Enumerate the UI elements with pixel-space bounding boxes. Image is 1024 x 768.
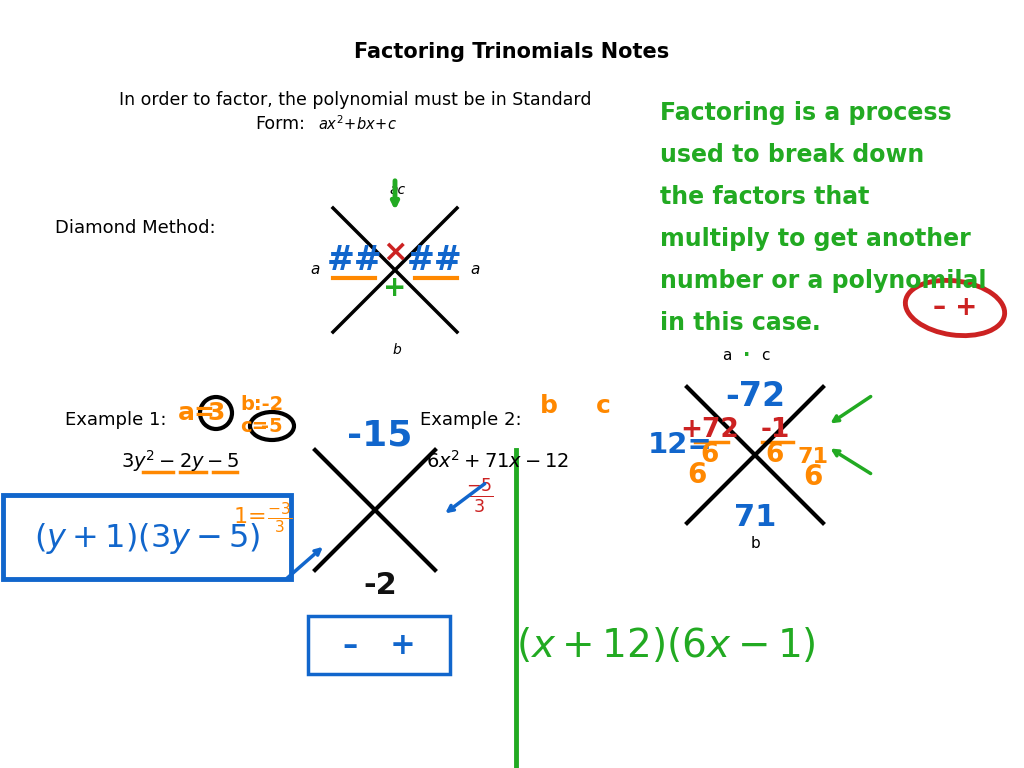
Text: 12=: 12=	[648, 431, 713, 459]
Text: Form:: Form:	[255, 115, 305, 133]
Text: ac: ac	[389, 183, 406, 197]
Text: 6: 6	[766, 442, 784, 468]
Text: used to break down: used to break down	[660, 143, 925, 167]
Text: multiply to get another: multiply to get another	[660, 227, 971, 251]
Text: –   +: – +	[343, 631, 416, 660]
Text: Example 1:: Example 1:	[65, 411, 167, 429]
Text: 71: 71	[798, 447, 828, 467]
Text: ·: ·	[743, 346, 751, 365]
Text: -5: -5	[261, 416, 283, 435]
Text: b:-2: b:-2	[240, 395, 284, 413]
Text: $6x^2 + 71x - 12$: $6x^2 + 71x - 12$	[426, 450, 569, 472]
Text: number or a polynomilal: number or a polynomilal	[660, 269, 986, 293]
FancyBboxPatch shape	[308, 616, 450, 674]
Text: Diamond Method:: Diamond Method:	[55, 219, 216, 237]
Text: – +: – +	[933, 295, 977, 321]
Text: 6: 6	[700, 442, 719, 468]
Text: ##: ##	[408, 243, 463, 276]
Text: ×: ×	[382, 237, 408, 266]
Text: a: a	[470, 263, 479, 277]
Text: $1\!=\!\frac{-3}{3}$: $1\!=\!\frac{-3}{3}$	[233, 501, 293, 535]
Text: -15: -15	[347, 419, 413, 453]
Text: the factors that: the factors that	[660, 185, 869, 209]
Text: a: a	[310, 263, 319, 277]
Text: 6: 6	[803, 463, 822, 491]
Text: in this case.: in this case.	[660, 311, 821, 335]
Text: In order to factor, the polynomial must be in Standard: In order to factor, the polynomial must …	[119, 91, 591, 109]
Text: 6: 6	[687, 461, 707, 489]
Text: +: +	[383, 274, 407, 302]
Text: c: c	[761, 347, 769, 362]
Text: -2: -2	[364, 571, 397, 601]
Text: c: c	[596, 394, 611, 418]
Text: $(y+1)(3y-5)$: $(y+1)(3y-5)$	[34, 521, 260, 555]
Text: Factoring is a process: Factoring is a process	[660, 101, 951, 125]
Text: b: b	[751, 535, 760, 551]
Text: +72: +72	[681, 417, 739, 443]
Text: Factoring Trinomials Notes: Factoring Trinomials Notes	[354, 42, 670, 62]
Text: -72: -72	[725, 380, 785, 413]
Text: ##: ##	[327, 243, 383, 276]
Text: a: a	[722, 347, 732, 362]
Text: b: b	[392, 343, 401, 357]
FancyBboxPatch shape	[3, 495, 291, 579]
Text: 71: 71	[734, 504, 776, 532]
Text: Example 2:: Example 2:	[420, 411, 521, 429]
Text: c=: c=	[240, 416, 268, 435]
Text: 3: 3	[207, 401, 224, 425]
Text: $(x+12)(6x-1)$: $(x+12)(6x-1)$	[516, 625, 816, 664]
Text: $3y^2 - 2y - 5$: $3y^2 - 2y - 5$	[121, 448, 240, 474]
Text: b: b	[540, 394, 558, 418]
Text: a=: a=	[178, 401, 216, 425]
Text: $ax^2\!+\!bx\!+\!c$: $ax^2\!+\!bx\!+\!c$	[318, 114, 397, 134]
Text: -1: -1	[760, 417, 790, 443]
Text: $\frac{-5}{3}$: $\frac{-5}{3}$	[466, 477, 494, 515]
